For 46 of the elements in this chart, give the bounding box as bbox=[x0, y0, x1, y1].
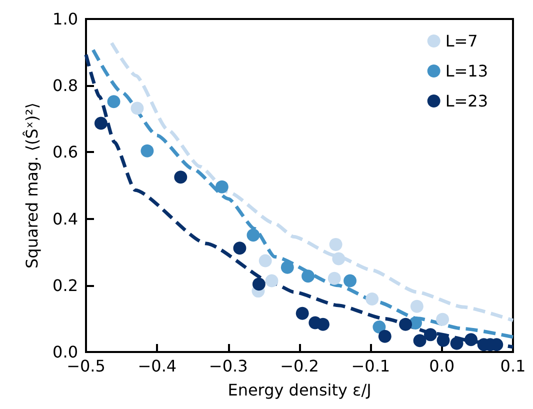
point bbox=[258, 254, 272, 268]
point bbox=[344, 274, 357, 288]
y-tick-label: 0.2 bbox=[52, 276, 78, 295]
y-tick-label: 0.6 bbox=[52, 142, 78, 162]
legend-label: L=7 bbox=[445, 32, 478, 50]
y-tick-label: 0.8 bbox=[52, 76, 78, 96]
point bbox=[252, 278, 266, 291]
x-tick-label: −0.3 bbox=[208, 356, 248, 376]
y-tick-label: 1.0 bbox=[52, 10, 78, 28]
x-axis-title: Energy density ε/J bbox=[228, 380, 372, 400]
point bbox=[464, 333, 478, 346]
point bbox=[215, 180, 228, 194]
y-tick-label: 0.4 bbox=[52, 209, 78, 228]
point bbox=[233, 242, 246, 255]
point bbox=[140, 144, 154, 158]
point bbox=[410, 300, 424, 313]
point bbox=[265, 274, 278, 288]
point bbox=[328, 272, 341, 285]
point bbox=[302, 270, 315, 283]
point bbox=[332, 252, 346, 266]
x-tick-label: −0.1 bbox=[351, 356, 390, 376]
y-axis-title: Squared mag. ⟨(Ŝˣ)²⟩ bbox=[22, 102, 42, 268]
point bbox=[372, 320, 386, 334]
point bbox=[329, 238, 342, 251]
point bbox=[296, 306, 309, 320]
legend-label: L=13 bbox=[445, 62, 488, 80]
x-tick-label: 0.0 bbox=[429, 356, 455, 376]
point bbox=[366, 292, 379, 306]
point bbox=[316, 318, 330, 331]
point bbox=[280, 260, 294, 274]
x-tick-label: −0.2 bbox=[280, 356, 319, 376]
point bbox=[436, 334, 450, 347]
x-tick-label: 0.1 bbox=[500, 356, 526, 376]
legend-label: L=23 bbox=[445, 92, 488, 110]
point bbox=[130, 102, 144, 115]
point bbox=[378, 330, 392, 343]
point bbox=[174, 170, 188, 184]
point bbox=[94, 116, 108, 130]
point bbox=[246, 228, 260, 242]
point bbox=[450, 336, 464, 350]
point bbox=[399, 318, 412, 331]
point bbox=[413, 334, 426, 348]
point bbox=[424, 328, 437, 342]
x-tick-label: −0.4 bbox=[138, 356, 177, 376]
point bbox=[436, 312, 450, 326]
point bbox=[107, 95, 120, 108]
